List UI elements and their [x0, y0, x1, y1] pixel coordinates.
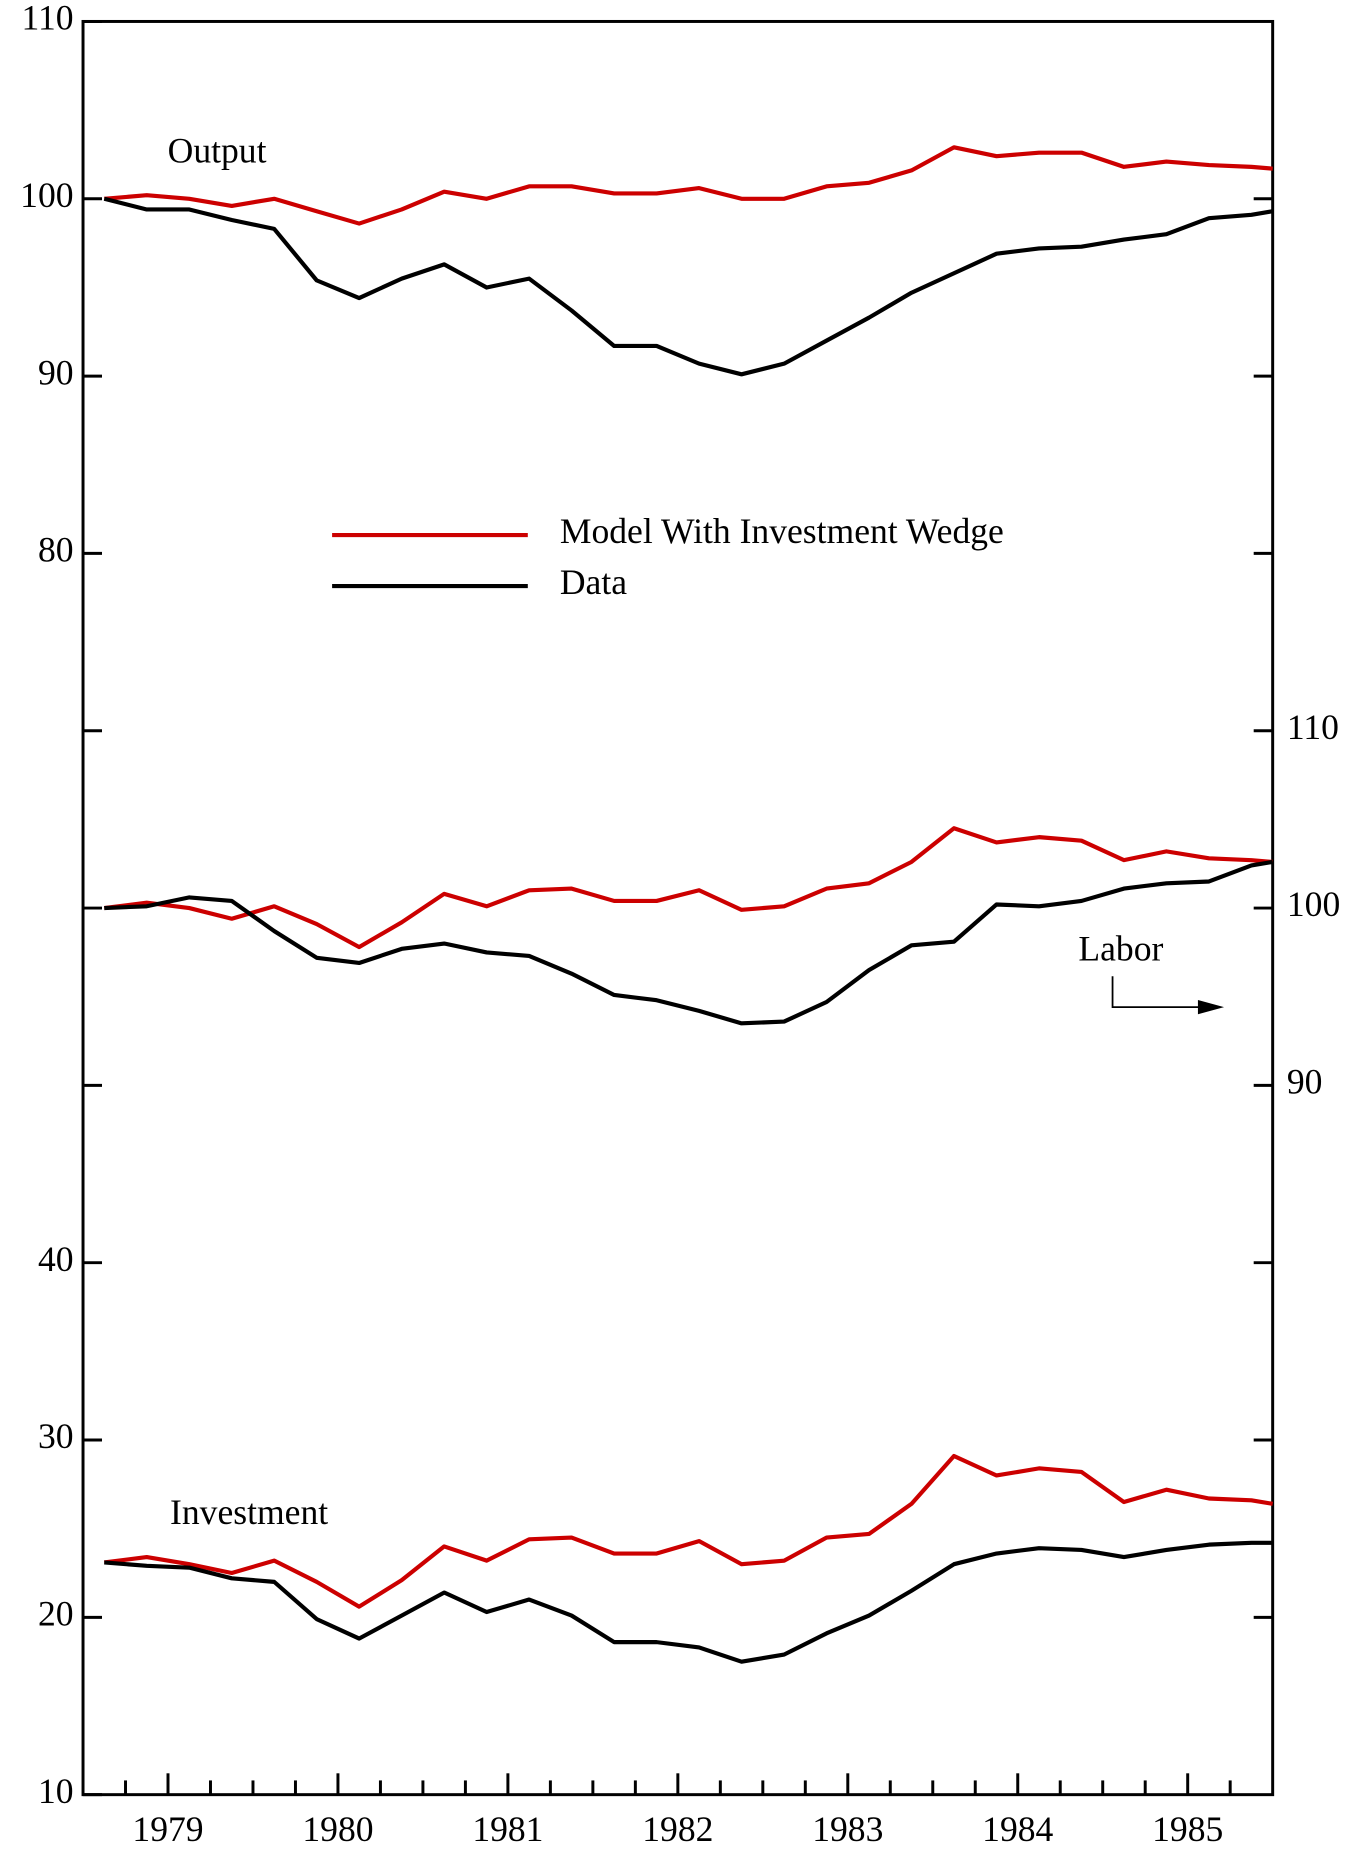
series-line	[104, 145, 1273, 226]
series-line	[103, 826, 1273, 950]
y2-tick-label: 100	[1287, 884, 1340, 924]
series-line	[104, 859, 1274, 1026]
y-tick-label: 20	[38, 1594, 74, 1634]
y2-tick-label: 90	[1287, 1062, 1323, 1102]
y-tick-label: 80	[38, 530, 74, 570]
panel-label: Labor	[1078, 929, 1163, 969]
labor-arrow-head	[1197, 999, 1225, 1015]
y-tick-label: 10	[38, 1771, 74, 1811]
x-tick-label: 1980	[302, 1809, 373, 1849]
series-line	[103, 196, 1274, 377]
panel-label: Investment	[170, 1492, 328, 1532]
series-line	[104, 1540, 1273, 1664]
y-tick-label: 110	[21, 0, 73, 38]
y-tick-label: 90	[38, 352, 74, 392]
x-tick-label: 1983	[812, 1809, 883, 1849]
y2-tick-label: 110	[1287, 707, 1339, 747]
legend-label: Model With Investment Wedge	[560, 511, 1004, 551]
labor-arrow	[1111, 976, 1220, 1008]
x-tick-label: 1985	[1152, 1809, 1223, 1849]
legend-label: Data	[560, 562, 627, 602]
series-line	[103, 1453, 1274, 1609]
x-tick-label: 1981	[472, 1809, 543, 1849]
panel-label: Output	[168, 130, 267, 170]
x-tick-label: 1979	[132, 1809, 203, 1849]
y-tick-label: 100	[20, 175, 73, 215]
y-tick-label: 40	[38, 1239, 74, 1279]
y-tick-label: 30	[38, 1416, 74, 1456]
x-tick-label: 1982	[642, 1809, 713, 1849]
x-tick-label: 1984	[982, 1809, 1053, 1849]
